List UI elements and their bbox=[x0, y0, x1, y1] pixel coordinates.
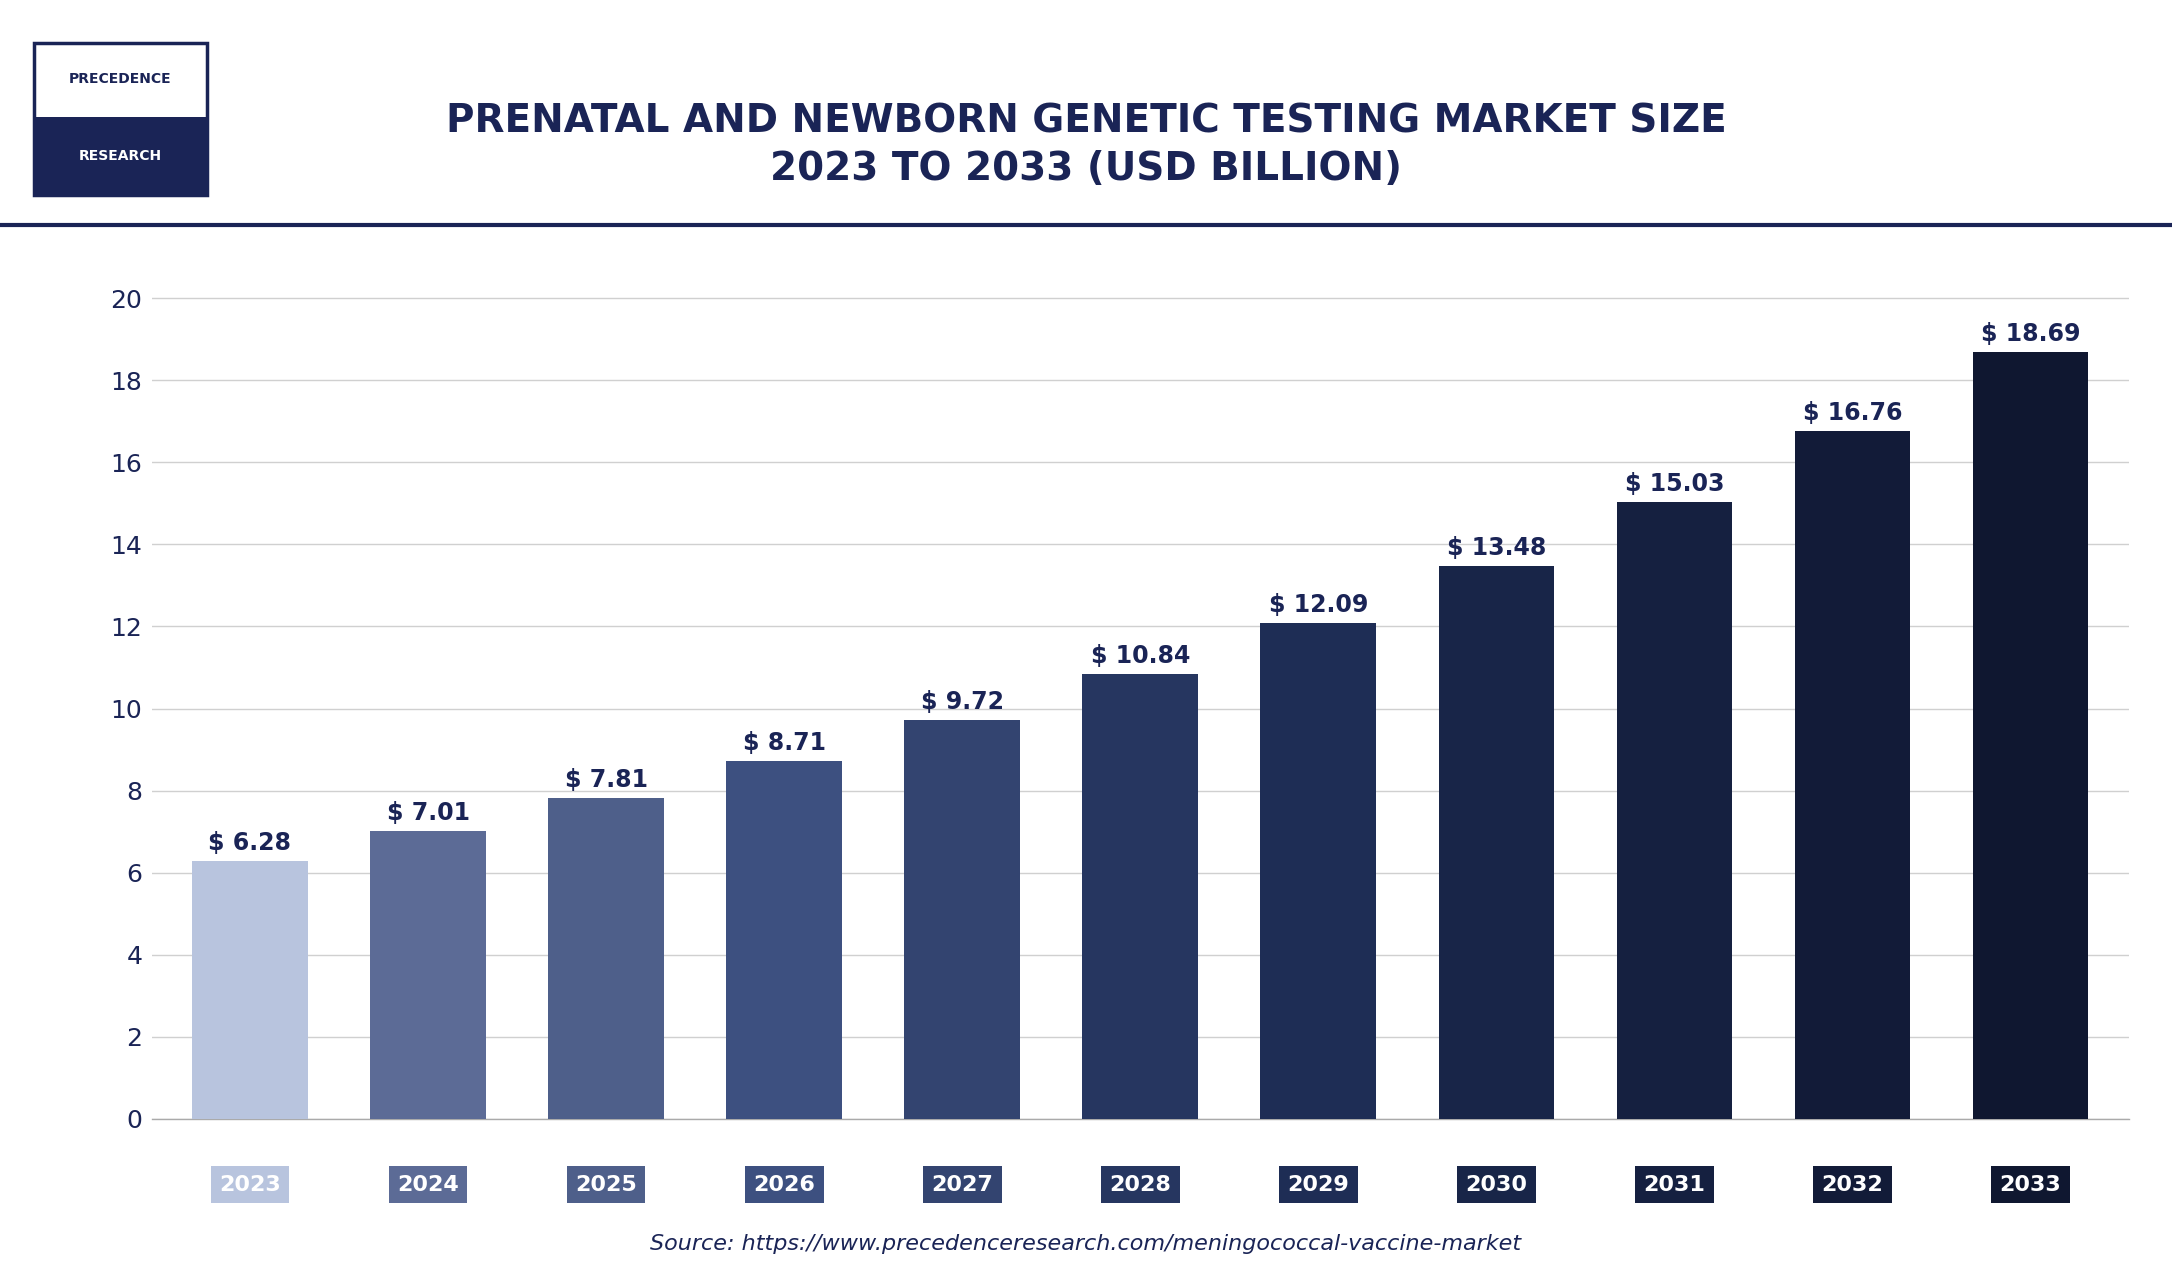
Bar bbox=[1616, 502, 1733, 1119]
Bar bbox=[1260, 622, 1377, 1119]
Text: 2032: 2032 bbox=[1822, 1175, 1883, 1195]
Text: 2023: 2023 bbox=[219, 1175, 280, 1195]
Text: Source: https://www.precedenceresearch.com/meningococcal-vaccine-market: Source: https://www.precedenceresearch.c… bbox=[649, 1233, 1523, 1254]
Bar bbox=[1082, 674, 1199, 1119]
Bar bbox=[35, 117, 206, 194]
Bar bbox=[547, 799, 665, 1119]
Text: PRENATAL AND NEWBORN GENETIC TESTING MARKET SIZE
2023 TO 2033 (USD BILLION): PRENATAL AND NEWBORN GENETIC TESTING MAR… bbox=[445, 103, 1727, 188]
Text: 2028: 2028 bbox=[1110, 1175, 1171, 1195]
Text: 2025: 2025 bbox=[576, 1175, 636, 1195]
Text: $ 8.71: $ 8.71 bbox=[743, 732, 825, 755]
Text: $ 7.01: $ 7.01 bbox=[387, 801, 469, 826]
Text: 2027: 2027 bbox=[932, 1175, 993, 1195]
Bar bbox=[904, 720, 1021, 1119]
Text: $ 15.03: $ 15.03 bbox=[1625, 472, 1725, 496]
Bar bbox=[191, 862, 308, 1119]
Text: 2029: 2029 bbox=[1288, 1175, 1349, 1195]
Text: 2024: 2024 bbox=[397, 1175, 458, 1195]
Bar bbox=[35, 44, 206, 117]
Text: $ 16.76: $ 16.76 bbox=[1803, 401, 1903, 424]
Text: 2031: 2031 bbox=[1644, 1175, 1705, 1195]
Text: 2026: 2026 bbox=[754, 1175, 814, 1195]
Text: $ 18.69: $ 18.69 bbox=[1981, 322, 2081, 346]
Text: $ 6.28: $ 6.28 bbox=[209, 831, 291, 855]
Bar bbox=[1794, 431, 1911, 1119]
Text: $ 9.72: $ 9.72 bbox=[921, 689, 1003, 714]
Text: $ 7.81: $ 7.81 bbox=[565, 768, 647, 792]
Text: PRECEDENCE: PRECEDENCE bbox=[70, 72, 172, 86]
Bar bbox=[1438, 566, 1555, 1119]
Text: RESEARCH: RESEARCH bbox=[78, 149, 163, 163]
Bar bbox=[725, 761, 843, 1119]
Bar bbox=[369, 831, 487, 1119]
Text: 2030: 2030 bbox=[1466, 1175, 1527, 1195]
Text: $ 13.48: $ 13.48 bbox=[1447, 535, 1546, 559]
Text: $ 12.09: $ 12.09 bbox=[1268, 593, 1368, 616]
Text: 2033: 2033 bbox=[2000, 1175, 2061, 1195]
Bar bbox=[1972, 352, 2089, 1119]
Text: $ 10.84: $ 10.84 bbox=[1090, 644, 1190, 667]
